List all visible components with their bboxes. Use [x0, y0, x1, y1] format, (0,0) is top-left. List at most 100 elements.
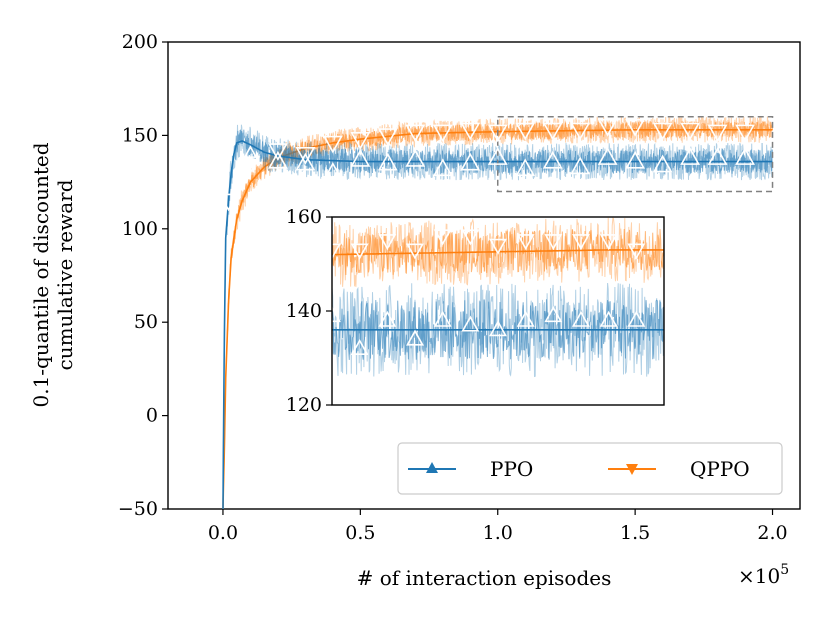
legend-box — [397, 442, 783, 495]
qppo-marker — [240, 156, 261, 175]
qppo-marker — [405, 124, 426, 143]
qppo-marker — [487, 124, 508, 143]
zoom-box-layer — [496, 115, 774, 193]
inset-ppo-marker — [516, 310, 535, 327]
ppo-marker — [240, 145, 261, 164]
ppo-marker — [680, 147, 701, 165]
legend: PPO QPPO — [397, 442, 783, 495]
plot-frame — [167, 41, 801, 510]
qppo-marker — [735, 124, 755, 143]
qppo-marker — [460, 122, 481, 141]
qppo-marker — [542, 122, 563, 141]
qppo-marker — [597, 118, 618, 137]
ppo-marker — [542, 150, 563, 169]
inset-ppo-marker — [627, 310, 646, 327]
inset-qppo-marker — [489, 238, 507, 255]
ppo-marker — [295, 152, 316, 171]
inset-ppo-marker — [489, 320, 507, 337]
qppo-marker — [322, 135, 343, 154]
inset-ppo-marker — [332, 306, 341, 323]
inset-ppo-marker — [572, 310, 590, 327]
x-offset-base: ×10 — [738, 564, 780, 588]
qppo-marker — [377, 128, 398, 147]
inset-y-tick-label: 140 — [286, 300, 322, 322]
qppo-marker — [680, 122, 701, 141]
x-ticks: 0.0 0.5 1.0 1.5 2.0 — [208, 509, 788, 544]
ppo-marker — [487, 147, 508, 165]
y-tick-label: 100 — [122, 218, 158, 240]
y-axis-label-line1: 0.1-quantile of discounted — [29, 142, 53, 407]
inset-qppo-marker — [516, 234, 535, 251]
x-offset-text: ×105 — [738, 562, 789, 588]
y-tick-label: 0 — [146, 405, 158, 427]
legend-qppo-label: QPPO — [690, 457, 750, 481]
ppo-marker — [597, 147, 618, 165]
ppo-marker — [652, 154, 673, 173]
qppo-marker — [625, 118, 646, 137]
inset-ppo-marker — [350, 338, 369, 355]
ppo-marker — [460, 152, 481, 171]
inset-qppo-noise-dark — [332, 228, 664, 276]
y-tick-label: 200 — [122, 31, 158, 53]
legend-qppo-marker — [626, 464, 638, 475]
inset-qppo-marker — [572, 234, 590, 251]
ppo-marker — [267, 150, 288, 169]
ppo-marker — [377, 152, 398, 171]
qppo-marker — [295, 146, 316, 165]
y-ticks: −50 0 50 100 150 200 — [118, 31, 168, 520]
y-tick-label: −50 — [118, 498, 158, 520]
inset-ppo-marker — [461, 315, 480, 332]
y-axis-label-line2: cumulative reward — [53, 179, 77, 370]
ppo-marker — [707, 147, 728, 165]
inset-ppo-marker — [378, 310, 397, 327]
x-offset-exponent: 5 — [780, 562, 789, 578]
inset-qppo-marker — [433, 229, 452, 246]
inset-qppo-marker — [332, 243, 341, 260]
ppo-marker — [405, 149, 426, 167]
ppo-marker — [570, 156, 591, 175]
inset-qppo-marker — [461, 229, 480, 246]
x-tick-label: 0.0 — [208, 522, 238, 544]
inset-qppo-marker — [627, 243, 646, 260]
ppo-marker — [515, 158, 536, 177]
qppo-marker — [652, 122, 673, 141]
qppo-marker — [218, 193, 239, 212]
ppo-marker — [322, 162, 343, 180]
y-tick-label: 50 — [134, 311, 158, 333]
main-markers-layer — [218, 118, 755, 212]
inset-qppo-marker — [378, 234, 397, 251]
x-tick-label: 2.0 — [757, 522, 787, 544]
qppo-marker — [267, 143, 288, 161]
x-tick-label: 1.5 — [620, 522, 650, 544]
inset-qppo-marker — [544, 234, 563, 251]
x-tick-label: 1.0 — [483, 522, 513, 544]
inset-ppo-noise-dark — [332, 299, 664, 360]
x-axis-label: # of interaction episodes — [357, 566, 612, 590]
inset-y-ticks: 120 140 160 — [286, 206, 332, 416]
inset-qppo-marker — [350, 243, 369, 260]
legend-ppo-marker — [426, 462, 438, 473]
inset-y-tick-label: 160 — [286, 206, 322, 228]
ppo-marker — [735, 147, 755, 165]
qppo-marker — [707, 124, 728, 143]
legend-ppo-label: PPO — [490, 457, 533, 481]
inset-ppo-marker — [599, 310, 618, 327]
inset-qppo-marker — [599, 234, 618, 251]
inset-ppo-marker — [433, 310, 452, 327]
qppo-marker — [570, 122, 591, 141]
ppo-marker — [625, 150, 646, 169]
qppo-marker — [350, 132, 371, 150]
inset-ppo-marker — [406, 329, 424, 346]
qppo-marker — [515, 122, 536, 141]
inset-qppo-marker — [406, 243, 424, 260]
qppo-marker — [432, 124, 453, 143]
ppo-marker — [432, 158, 453, 177]
ppo-marker — [350, 149, 371, 167]
inset-y-tick-label: 120 — [286, 394, 322, 416]
x-tick-label: 0.5 — [345, 522, 375, 544]
inset-ppo-marker — [544, 306, 563, 323]
inset-markers-layer — [332, 229, 646, 355]
zoom-indicator-box — [496, 115, 774, 193]
y-tick-label: 150 — [122, 124, 158, 146]
